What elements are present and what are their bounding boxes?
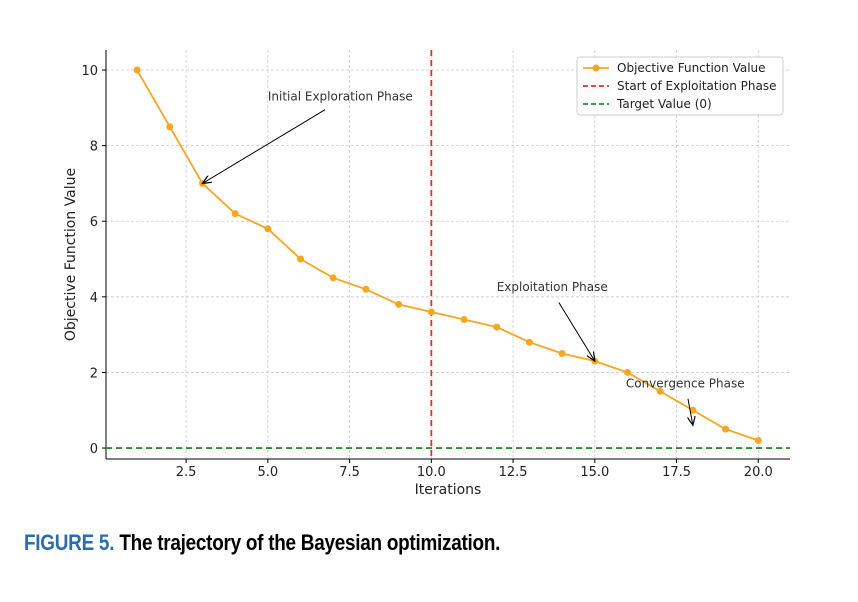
data-point (689, 406, 697, 414)
legend-label: Start of Exploitation Phase (617, 79, 777, 93)
data-point (133, 66, 141, 74)
legend-label: Objective Function Value (617, 61, 766, 75)
figure-caption-text: The trajectory of the Bayesian optimizat… (119, 530, 501, 555)
data-point (558, 350, 566, 358)
y-tick-label: 2 (90, 366, 98, 381)
x-tick-label: 5.0 (258, 465, 279, 480)
annotation-label: Initial Exploration Phase (268, 89, 413, 103)
x-tick-label: 10.0 (417, 465, 446, 480)
x-tick-label: 2.5 (176, 465, 197, 480)
x-tick-label: 12.5 (499, 465, 528, 480)
y-tick-label: 4 (90, 291, 98, 306)
data-point (525, 338, 533, 346)
annotation-label: Exploitation Phase (497, 280, 608, 294)
y-tick-label: 0 (90, 442, 98, 457)
data-point (722, 425, 730, 433)
line-chart: 2.5 5.0 7.5 10.0 12.5 15.0 17.5 20.0 0 2 4 6 8 10 Iter… (63, 50, 790, 498)
y-tick-label: 6 (90, 215, 98, 230)
x-axis-label: Iterations (415, 482, 482, 498)
annotation-arrow (688, 398, 693, 425)
data-point (329, 274, 337, 282)
annotation-arrow (202, 109, 326, 184)
legend-box (576, 56, 784, 116)
data-point (754, 436, 762, 444)
data-point (624, 368, 632, 376)
data-point (395, 300, 403, 308)
figure-label: FIGURE 5. (24, 530, 115, 555)
figure-caption: FIGURE 5. The trajectory of the Bayesian … (24, 530, 500, 556)
x-tick-label: 7.5 (339, 465, 360, 480)
data-point (493, 323, 501, 331)
annotation-label: Convergence Phase (626, 377, 745, 391)
annotation-arrow (558, 302, 595, 362)
x-tick-label: 20.0 (744, 465, 773, 480)
data-point (460, 316, 468, 324)
data-point (427, 308, 435, 316)
x-tick-label: 17.5 (662, 465, 691, 480)
legend-marker (592, 64, 600, 72)
data-point (362, 285, 370, 293)
y-axis-label: Objective Function Value (63, 168, 79, 341)
x-tick-label: 15.0 (580, 465, 609, 480)
legend-label: Target Value (0) (616, 97, 712, 111)
data-point (656, 387, 664, 395)
series-line (136, 69, 759, 442)
data-point (297, 255, 305, 263)
y-tick-label: 8 (90, 140, 98, 155)
data-point (231, 210, 239, 218)
data-point (264, 225, 272, 233)
data-point (166, 123, 174, 131)
y-tick-label: 10 (81, 64, 98, 79)
